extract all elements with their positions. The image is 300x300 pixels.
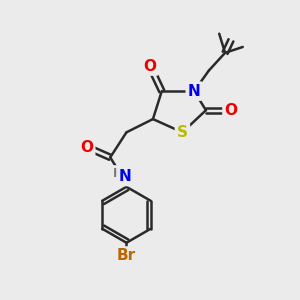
Text: Br: Br xyxy=(117,248,136,263)
Text: N: N xyxy=(188,84,200,99)
Text: S: S xyxy=(177,125,188,140)
Text: N: N xyxy=(118,169,131,184)
Text: H: H xyxy=(112,167,123,180)
Text: O: O xyxy=(224,103,238,118)
Text: O: O xyxy=(80,140,93,154)
Text: O: O xyxy=(143,58,157,74)
